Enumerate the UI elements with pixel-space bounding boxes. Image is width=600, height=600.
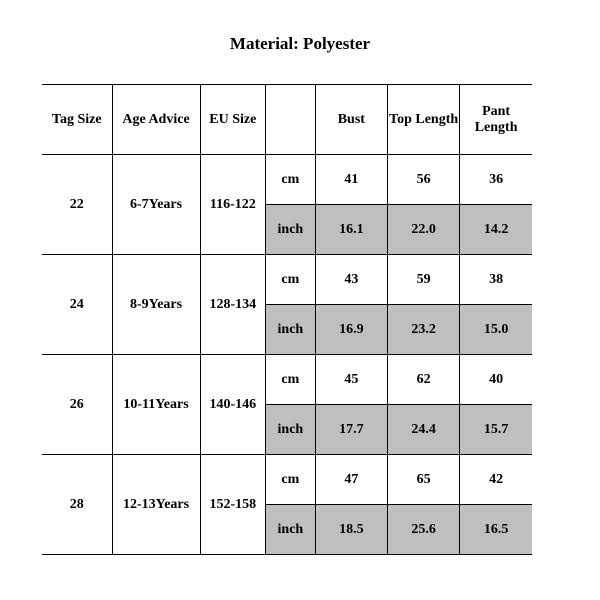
cell-unit-inch: inch: [266, 205, 316, 255]
cell-top-length: 24.4: [387, 405, 459, 455]
cell-bust: 18.5: [315, 505, 387, 555]
size-chart-page: { "title": "Material: Polyester", "table…: [0, 0, 600, 600]
cell-bust: 41: [315, 155, 387, 205]
cell-tag-size: 22: [42, 155, 112, 255]
table-row: 248-9Years128-134cm435938: [42, 255, 532, 305]
cell-age-advice: 8-9Years: [112, 255, 200, 355]
cell-top-length: 23.2: [387, 305, 459, 355]
cell-eu-size: 128-134: [200, 255, 265, 355]
table-row: 2812-13Years152-158cm476542: [42, 455, 532, 505]
cell-age-advice: 12-13Years: [112, 455, 200, 555]
cell-top-length: 62: [387, 355, 459, 405]
cell-pant-length: 16.5: [460, 505, 532, 555]
table-body: 226-7Years116-122cm415636inch16.122.014.…: [42, 155, 532, 555]
cell-tag-size: 24: [42, 255, 112, 355]
cell-pant-length: 15.0: [460, 305, 532, 355]
table-row: 226-7Years116-122cm415636: [42, 155, 532, 205]
cell-pant-length: 36: [460, 155, 532, 205]
cell-unit-inch: inch: [266, 305, 316, 355]
cell-age-advice: 6-7Years: [112, 155, 200, 255]
cell-top-length: 56: [387, 155, 459, 205]
cell-pant-length: 38: [460, 255, 532, 305]
cell-eu-size: 140-146: [200, 355, 265, 455]
cell-unit-inch: inch: [266, 405, 316, 455]
cell-top-length: 59: [387, 255, 459, 305]
cell-eu-size: 116-122: [200, 155, 265, 255]
page-title: Material: Polyester: [0, 0, 600, 84]
col-tag-size: Tag Size: [42, 85, 112, 155]
col-age-advice: Age Advice: [112, 85, 200, 155]
table-row: 2610-11Years140-146cm456240: [42, 355, 532, 405]
cell-unit-cm: cm: [266, 255, 316, 305]
col-eu-size: EU Size: [200, 85, 265, 155]
cell-pant-length: 15.7: [460, 405, 532, 455]
cell-top-length: 65: [387, 455, 459, 505]
cell-bust: 16.9: [315, 305, 387, 355]
cell-tag-size: 26: [42, 355, 112, 455]
cell-eu-size: 152-158: [200, 455, 265, 555]
cell-pant-length: 14.2: [460, 205, 532, 255]
cell-unit-cm: cm: [266, 155, 316, 205]
cell-unit-inch: inch: [266, 505, 316, 555]
col-pant-length: Pant Length: [460, 85, 532, 155]
cell-unit-cm: cm: [266, 355, 316, 405]
col-unit: [266, 85, 316, 155]
col-bust: Bust: [315, 85, 387, 155]
cell-top-length: 22.0: [387, 205, 459, 255]
cell-age-advice: 10-11Years: [112, 355, 200, 455]
cell-bust: 47: [315, 455, 387, 505]
cell-tag-size: 28: [42, 455, 112, 555]
cell-bust: 17.7: [315, 405, 387, 455]
size-table: Tag Size Age Advice EU Size Bust Top Len…: [42, 84, 532, 555]
cell-bust: 45: [315, 355, 387, 405]
cell-pant-length: 40: [460, 355, 532, 405]
cell-bust: 43: [315, 255, 387, 305]
cell-top-length: 25.6: [387, 505, 459, 555]
table-header-row: Tag Size Age Advice EU Size Bust Top Len…: [42, 85, 532, 155]
cell-pant-length: 42: [460, 455, 532, 505]
col-top-length: Top Length: [387, 85, 459, 155]
cell-unit-cm: cm: [266, 455, 316, 505]
cell-bust: 16.1: [315, 205, 387, 255]
